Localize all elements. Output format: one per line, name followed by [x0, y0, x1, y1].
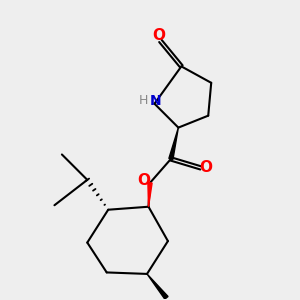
Text: O: O — [200, 160, 213, 175]
Polygon shape — [147, 274, 168, 299]
Text: O: O — [152, 28, 166, 43]
Text: O: O — [137, 173, 150, 188]
Polygon shape — [169, 128, 178, 159]
Text: H: H — [138, 94, 148, 107]
Polygon shape — [148, 183, 152, 207]
Text: N: N — [150, 94, 162, 108]
